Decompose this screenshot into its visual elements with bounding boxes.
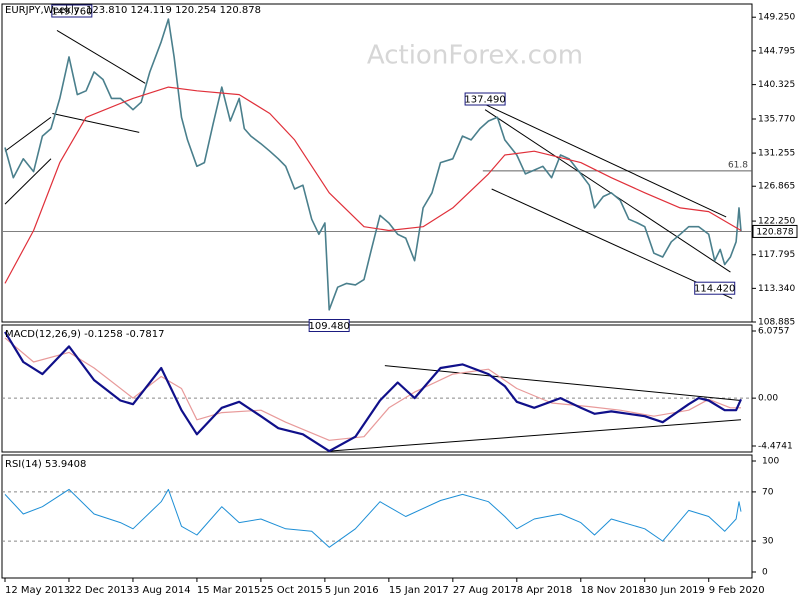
price-label-box <box>694 281 736 295</box>
rsi-tick-label: 100 <box>762 457 779 467</box>
watermark-text: ActionForex.com <box>367 41 583 71</box>
ohlc-values: 123.810 124.119 120.254 120.878 <box>86 5 261 16</box>
price-tick-label: 131.255 <box>758 149 795 159</box>
x-tick-label: 22 Dec 2013 <box>69 585 133 596</box>
price-trendline <box>52 112 140 133</box>
price-tick-label: 117.795 <box>758 250 795 260</box>
price-trendline <box>484 103 727 218</box>
price-label-box <box>464 92 506 106</box>
macd-tick-label: 6.0757 <box>758 327 790 337</box>
x-tick-label: 18 Nov 2018 <box>581 585 645 596</box>
x-tick-label: 3 Aug 2014 <box>133 585 191 596</box>
x-tick-label: 5 Jun 2016 <box>325 585 379 596</box>
price-tick-label: 135.770 <box>758 114 795 124</box>
price-level-label: 137.490 <box>464 95 505 106</box>
macd-signal-line <box>4 337 741 441</box>
price-tick-label: 140.325 <box>758 80 795 90</box>
rsi-tick-label: 0 <box>762 568 768 578</box>
price-tick-label: 108.885 <box>758 318 795 328</box>
macd-line <box>4 331 743 453</box>
macd-tick-label: -4.4741 <box>758 442 793 452</box>
price-tick-label: 126.865 <box>758 182 795 192</box>
price-label-box <box>308 319 350 333</box>
x-tick-label: 15 Jan 2017 <box>389 585 449 596</box>
macd-trendline <box>384 365 742 402</box>
rsi-line <box>4 488 742 548</box>
rsi-tick-label: 30 <box>762 537 774 547</box>
price-level-label: 149.760 <box>51 7 92 18</box>
price-trendline <box>491 188 733 299</box>
rsi-tick-label: 70 <box>762 487 774 497</box>
price-tick-label: 113.340 <box>758 284 795 294</box>
x-tick-label: 27 Aug 2017 <box>453 585 517 596</box>
price-trendline <box>56 29 146 84</box>
rsi-panel-frame <box>1 454 753 579</box>
macd-title: MACD(12,26,9) -0.1258 -0.7817 <box>5 329 165 340</box>
fib-618-label: 61.8 <box>728 160 748 170</box>
x-tick-label: 25 Oct 2015 <box>261 585 323 596</box>
price-tick-label: 149.250 <box>758 13 795 23</box>
x-tick-label: 8 Apr 2018 <box>517 585 572 596</box>
x-tick-label: 30 Jun 2019 <box>645 585 705 596</box>
price-level-label: 114.420 <box>694 284 735 295</box>
macd-tick-label: 0.00 <box>758 394 778 404</box>
macd-panel-frame <box>1 324 753 453</box>
current-price-tag-label: 120.878 <box>756 227 793 237</box>
price-label-box <box>51 4 93 18</box>
price-tick-label: 122.250 <box>758 217 795 227</box>
macd-trendline <box>329 419 742 452</box>
price-series-line <box>4 18 742 311</box>
rsi-title: RSI(14) 53.9408 <box>5 459 86 470</box>
price-panel-frame <box>1 3 753 323</box>
sma-series-line <box>4 86 742 284</box>
price-trendline <box>4 158 52 205</box>
x-tick-label: 15 Mar 2015 <box>197 585 260 596</box>
price-trendline <box>484 109 731 273</box>
price-level-label: 109.480 <box>308 321 349 332</box>
x-tick-label: 9 Feb 2020 <box>709 585 765 596</box>
price-trendline <box>4 116 52 152</box>
current-price-tag <box>752 224 798 238</box>
symbol-label: EURJPY,Weekly <box>5 5 80 16</box>
price-tick-label: 144.795 <box>758 46 795 56</box>
x-tick-label: 12 May 2013 <box>5 585 70 596</box>
